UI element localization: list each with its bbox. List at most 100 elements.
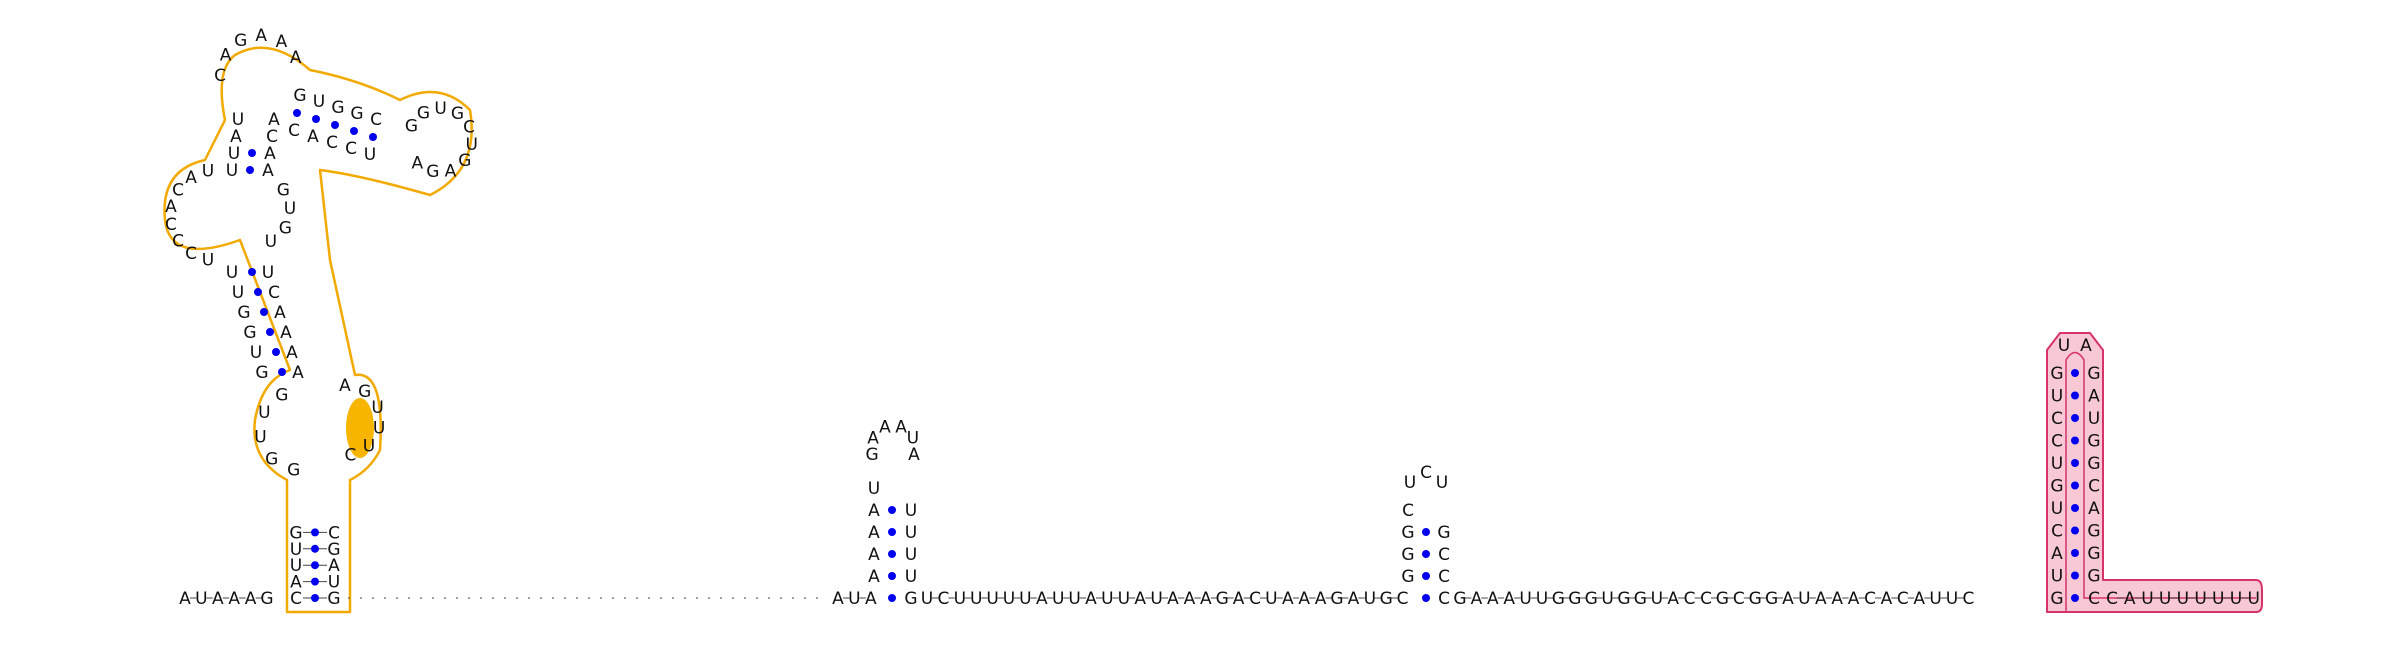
- interior-loop-base: G: [279, 219, 292, 239]
- spacer2-base: A: [1503, 589, 1515, 609]
- terminator-stem3-base: U: [2088, 409, 2100, 429]
- base-pair-dot: [266, 328, 274, 336]
- spacer2-base: C: [1733, 589, 1745, 609]
- hairpin-loop-base: U: [434, 99, 446, 119]
- stem1-left-base: C: [290, 589, 302, 609]
- spacer2-base: U: [1519, 589, 1531, 609]
- spacer2-base: U: [1798, 589, 1810, 609]
- hairpin-loop-base: C: [463, 117, 475, 137]
- domain1-region: [163, 46, 473, 614]
- terminator-loop-base: A: [2080, 336, 2092, 356]
- spacer1-base: U: [1118, 589, 1130, 609]
- terminator-stem5-base: U: [2051, 567, 2063, 587]
- base-pairs: [246, 109, 2079, 602]
- domain1-highlight: [346, 398, 374, 458]
- spacer1-base: U: [1150, 589, 1162, 609]
- spacer1-base: A: [1282, 589, 1294, 609]
- terminator-stem5-base: G: [2050, 364, 2063, 384]
- stem1-right-base: A: [328, 556, 340, 576]
- spacer1-base: U: [954, 589, 966, 609]
- interior-loop-base: C: [172, 180, 184, 200]
- interior-loop-base: A: [165, 197, 177, 217]
- base-pair-dot: [2071, 414, 2079, 422]
- stem1-right-base: U: [328, 573, 340, 593]
- loop-base: U: [373, 419, 385, 439]
- spacer2-base: C: [1700, 589, 1712, 609]
- five-prime-base: A: [179, 589, 191, 609]
- hairpin1-stem3-base: U: [905, 523, 917, 543]
- spacer1-base: U: [921, 589, 933, 609]
- spacer1-base: U: [1364, 589, 1376, 609]
- three-prime-tail-base: U: [2141, 589, 2153, 609]
- terminator-region: [2046, 332, 2263, 613]
- apical-loop-base: A: [290, 48, 302, 68]
- base-pair-dot: [293, 109, 301, 117]
- base-pair-dot: [2071, 594, 2079, 602]
- spacer2-base: G: [1617, 589, 1630, 609]
- spacer2-base: C: [1897, 589, 1909, 609]
- five-prime-base: G: [260, 589, 273, 609]
- three-prime-tail-base: U: [2177, 589, 2189, 609]
- spacer1-base: A: [1348, 589, 1360, 609]
- loop-base: U: [371, 398, 383, 418]
- interior-loop-base: U: [202, 250, 214, 270]
- hairpin1-stem5-base: U: [868, 479, 880, 499]
- stem3-left-base: A: [230, 127, 242, 147]
- spacer2-base: A: [1848, 589, 1860, 609]
- terminator-stem5-base: U: [2051, 499, 2063, 519]
- spacer2-base: C: [1684, 589, 1696, 609]
- hairpin-loop-base: G: [451, 104, 464, 124]
- loop-base: U: [258, 403, 270, 423]
- hairpin1-stem3-base: U: [905, 545, 917, 565]
- spacer1-base: G: [1330, 589, 1343, 609]
- hairpin1-loop-base: A: [879, 418, 891, 438]
- stem2-left-base: G: [237, 303, 250, 323]
- hairpin1-loop-base: A: [895, 418, 907, 438]
- loop-base: U: [254, 427, 266, 447]
- five-prime-base: U: [195, 589, 207, 609]
- spacer2-base: U: [1536, 589, 1548, 609]
- apical-loop-base: G: [234, 31, 247, 51]
- spacer2-base: C: [1962, 589, 1974, 609]
- terminator-stem5-base: C: [2051, 522, 2063, 542]
- spacer1-base: U: [1003, 589, 1015, 609]
- loop-base: G: [275, 385, 288, 405]
- stem2-left-base: U: [226, 263, 238, 283]
- branch-stem-bottom-base: A: [307, 127, 319, 147]
- base-pair-dot: [888, 550, 896, 558]
- hairpin2-stem5-base: G: [1401, 523, 1414, 543]
- base-pair-dot: [311, 561, 319, 570]
- branch-stem-top-base: G: [293, 86, 306, 106]
- five-prime-base: A: [228, 589, 240, 609]
- base-pair-dot: [2071, 436, 2079, 445]
- base-pair-dot: [888, 572, 896, 580]
- stem3-left-base: U: [232, 110, 244, 130]
- spacer1-base: A: [1233, 589, 1245, 609]
- spacer2-base: A: [1913, 589, 1925, 609]
- loop-base: A: [339, 376, 351, 396]
- stem2-right-base: A: [286, 343, 298, 363]
- stem1-left-base: A: [290, 573, 302, 593]
- branch-stem-top-base: G: [331, 98, 344, 118]
- hairpin2-stem5-base: G: [1401, 567, 1414, 587]
- spacer2-base: G: [1749, 589, 1762, 609]
- spacer1-base: C: [937, 589, 949, 609]
- branch-stem-top-base: C: [370, 110, 382, 130]
- base-pair-dot: [246, 166, 254, 174]
- interior-loop-base: G: [277, 180, 290, 200]
- spacer1-base: U: [1265, 589, 1277, 609]
- spacer2-base: A: [1881, 589, 1893, 609]
- hairpin2-loop-base: U: [1404, 473, 1416, 493]
- terminator-stem3-base: G: [2087, 522, 2100, 542]
- three-prime-tail-base: U: [2212, 589, 2224, 609]
- spacer2-base: G: [1568, 589, 1581, 609]
- spacer1-base: A: [1036, 589, 1048, 609]
- domain1-outline: [163, 46, 473, 614]
- branch-stem-bottom-base: C: [345, 139, 357, 159]
- spacer1-base: U: [986, 589, 998, 609]
- hairpin1-loop-base: A: [867, 429, 879, 449]
- base-pair-dot: [888, 506, 896, 514]
- terminator-stem3-base: C: [2088, 477, 2100, 497]
- base-pair-dot: [369, 133, 377, 141]
- hairpin1-stem3-base: U: [905, 567, 917, 587]
